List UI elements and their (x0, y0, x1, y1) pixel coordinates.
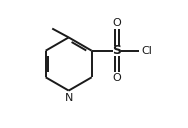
Text: O: O (113, 18, 121, 28)
Text: O: O (113, 73, 121, 83)
Text: S: S (113, 44, 121, 57)
Text: N: N (64, 93, 73, 103)
Text: Cl: Cl (141, 46, 152, 56)
